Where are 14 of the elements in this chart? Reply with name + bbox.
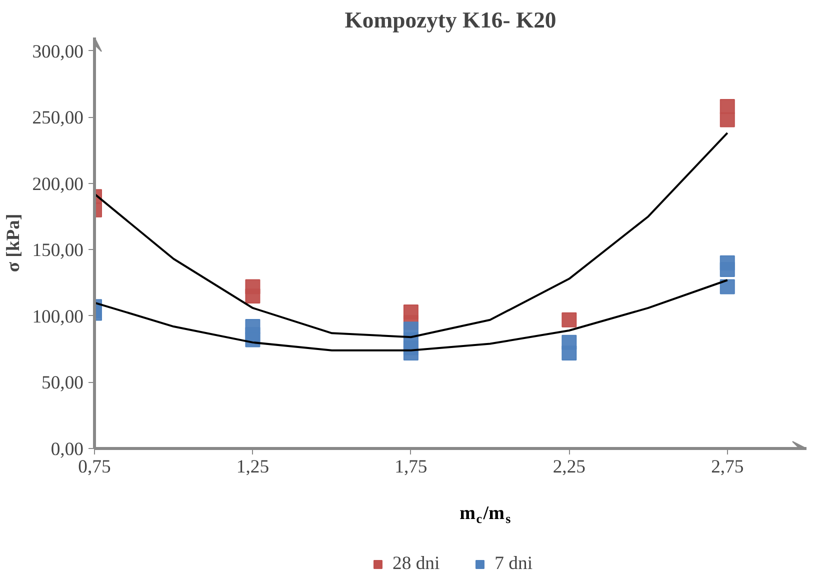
y-tick-label: 100,00 (32, 306, 84, 328)
x-tick-label: 2,25 (552, 456, 586, 478)
x-tick-label: 1,25 (236, 456, 270, 478)
legend-label: 7 dni (494, 553, 533, 575)
legend-label: 28 dni (392, 553, 440, 575)
chart-title: Kompozyty K16- K20 (344, 8, 556, 32)
y-tick-label: 50,00 (42, 372, 84, 394)
y-tick-label: 150,00 (32, 240, 84, 262)
x-tick-label: 1,75 (394, 456, 428, 478)
y-tick-label: 250,00 (32, 108, 84, 129)
y-axis-title: σ [kPa] (3, 214, 24, 272)
x-tick-label: 2,75 (711, 456, 744, 478)
y-tick-label: 200,00 (32, 174, 84, 195)
y-tick-label: 300,00 (32, 41, 84, 62)
